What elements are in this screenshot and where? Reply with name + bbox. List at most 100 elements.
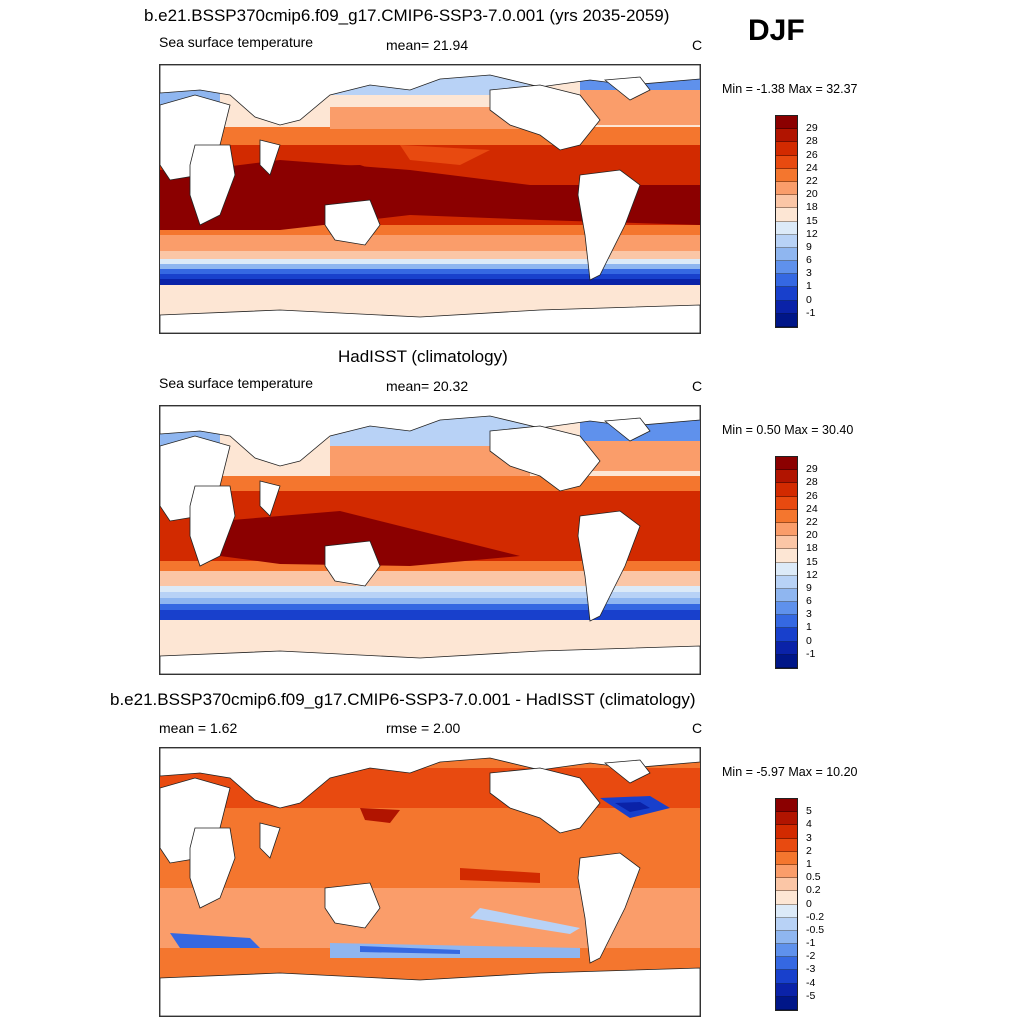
colorbar-tick-label: 3 — [806, 267, 812, 280]
colorbar-segment — [776, 496, 797, 510]
colorbar-tick-label: 24 — [806, 161, 818, 174]
panel-3-mean-label: mean = 1.62 — [159, 720, 238, 736]
panel-1-mean-label: mean= 21.94 — [386, 37, 469, 53]
panel-2-variable-label: Sea surface temperature — [159, 375, 314, 391]
colorbar-segment — [776, 878, 797, 892]
panel-3-rmse-label: rmse = 2.00 — [386, 720, 461, 736]
colorbar-segment — [776, 917, 797, 931]
colorbar-segment — [776, 274, 797, 288]
colorbar-tick-label: 4 — [806, 818, 812, 831]
colorbar-segment — [776, 825, 797, 839]
colorbar-segment — [776, 562, 797, 576]
colorbar-tick-label: 0 — [806, 634, 812, 647]
colorbar-segment — [776, 457, 797, 471]
panel-3-minmax-label: Min = -5.97 Max = 10.20 — [722, 765, 858, 779]
colorbar-tick-label: 1 — [806, 857, 812, 870]
colorbar-segment — [776, 509, 797, 523]
colorbar-tick-label: 28 — [806, 476, 818, 489]
colorbar-tick-label: 18 — [806, 201, 818, 214]
colorbar-tick-label: 6 — [806, 254, 812, 267]
colorbar-tick-label: 15 — [806, 214, 818, 227]
colorbar-segment — [776, 208, 797, 222]
colorbar-tick-label: 2 — [806, 844, 812, 857]
colorbar-segment — [776, 470, 797, 484]
colorbar-segment — [776, 181, 797, 196]
colorbar-tick-label: 12 — [806, 227, 818, 240]
colorbar-segment — [776, 799, 797, 813]
colorbar-tick-label: -1 — [806, 306, 816, 319]
colorbar-tick-label: 6 — [806, 595, 812, 608]
panel-2-map — [159, 405, 701, 675]
colorbar-segment — [776, 155, 797, 169]
colorbar-tick-label: 9 — [806, 240, 812, 253]
colorbar-segment — [776, 300, 797, 314]
colorbar-segment — [776, 221, 797, 235]
colorbar-segment — [776, 602, 797, 616]
panel-2-units-label: C — [692, 378, 703, 394]
panel-3-map — [159, 747, 701, 1017]
colorbar-segment — [776, 812, 797, 826]
colorbar-tick-label: 0.5 — [806, 871, 821, 884]
panel-1-variable-label: Sea surface temperature — [159, 34, 314, 50]
colorbar-tick-label: -2 — [806, 950, 816, 963]
colorbar-tick-label: -0.5 — [806, 923, 825, 936]
colorbar-segment — [776, 891, 797, 905]
colorbar-segment — [776, 129, 797, 143]
panel-2-minmax-label: Min = 0.50 Max = 30.40 — [722, 423, 854, 437]
colorbar-segment — [776, 904, 797, 918]
colorbar-segment — [776, 261, 797, 275]
colorbar-tick-label: 18 — [806, 542, 818, 555]
colorbar-segment — [776, 983, 797, 997]
colorbar-segment — [776, 930, 797, 945]
panel-3-title: b.e21.BSSP370cmip6.f09_g17.CMIP6-SSP3-7.… — [110, 690, 696, 709]
colorbar-tick-label: -5 — [806, 989, 816, 1002]
colorbar-segment — [776, 641, 797, 655]
colorbar-tick-label: 28 — [806, 135, 818, 148]
colorbar-tick-label: -1 — [806, 647, 816, 660]
colorbar-segment — [776, 522, 797, 537]
colorbar-segment — [776, 313, 797, 327]
colorbar-tick-label: 22 — [806, 515, 818, 528]
panel-1-map — [159, 64, 701, 334]
colorbar-segment — [776, 996, 797, 1010]
panel-2-mean-label: mean= 20.32 — [386, 378, 469, 394]
colorbar-segment — [776, 615, 797, 629]
colorbar-tick-label: 0.2 — [806, 884, 821, 897]
colorbar-tick-label: 5 — [806, 805, 812, 818]
colorbar-segment — [776, 247, 797, 262]
panel-1-title: b.e21.BSSP370cmip6.f09_g17.CMIP6-SSP3-7.… — [144, 6, 670, 25]
colorbar-tick-label: -3 — [806, 963, 816, 976]
colorbar-tick-label: 9 — [806, 581, 812, 594]
panel-1-colorbar — [775, 115, 798, 328]
colorbar-tick-label: 3 — [806, 831, 812, 844]
colorbar-segment — [776, 838, 797, 852]
panel-2-colorbar — [775, 456, 798, 669]
colorbar-segment — [776, 628, 797, 642]
panel-1-minmax-label: Min = -1.38 Max = 32.37 — [722, 82, 858, 96]
panel-3-colorbar — [775, 798, 798, 1011]
colorbar-tick-label: 1 — [806, 621, 812, 634]
colorbar-tick-label: 12 — [806, 568, 818, 581]
panel-2-title: HadISST (climatology) — [338, 347, 508, 366]
colorbar-segment — [776, 483, 797, 497]
colorbar-tick-label: -1 — [806, 937, 816, 950]
colorbar-segment — [776, 142, 797, 156]
colorbar-tick-label: 0 — [806, 897, 812, 910]
season-label: DJF — [748, 14, 805, 47]
colorbar-segment — [776, 654, 797, 668]
colorbar-segment — [776, 851, 797, 865]
colorbar-tick-label: 24 — [806, 502, 818, 515]
colorbar-tick-label: 3 — [806, 608, 812, 621]
colorbar-segment — [776, 944, 797, 958]
colorbar-tick-label: 26 — [806, 489, 818, 502]
colorbar-segment — [776, 536, 797, 550]
colorbar-segment — [776, 970, 797, 984]
colorbar-segment — [776, 195, 797, 209]
panel-3-units-label: C — [692, 720, 703, 736]
colorbar-tick-label: 22 — [806, 174, 818, 187]
colorbar-tick-label: 29 — [806, 122, 818, 135]
colorbar-tick-label: 15 — [806, 555, 818, 568]
panel-1-units-label: C — [692, 37, 703, 53]
colorbar-segment — [776, 864, 797, 879]
colorbar-tick-label: -0.2 — [806, 910, 825, 923]
